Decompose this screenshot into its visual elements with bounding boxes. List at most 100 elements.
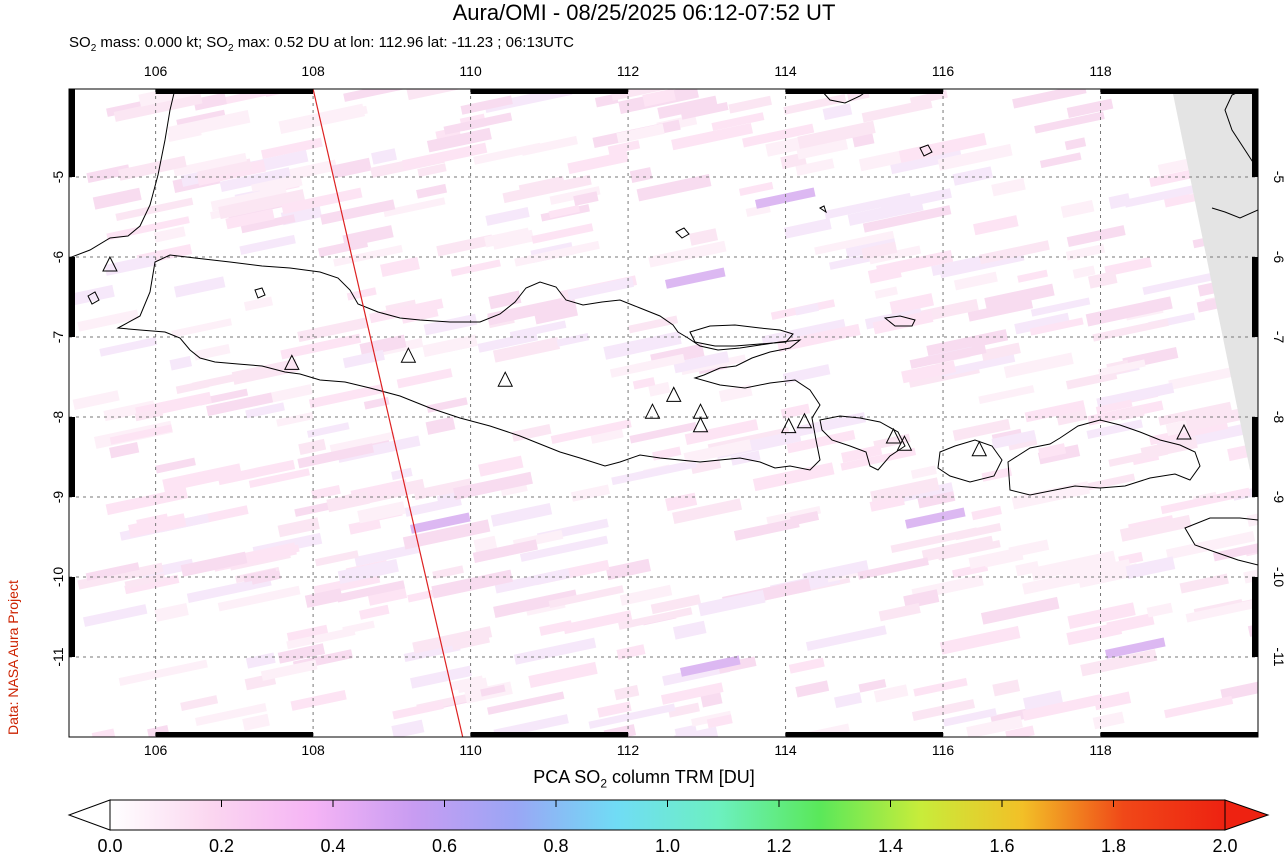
map-subtitle: SO2 mass: 0.000 kt; SO2 max: 0.52 DU at … <box>69 34 574 54</box>
so2-pixel <box>173 152 247 177</box>
so2-pixel <box>991 429 1037 449</box>
so2-pixel <box>913 677 968 697</box>
so2-pixel <box>153 226 186 243</box>
so2-pixel <box>1024 400 1086 423</box>
coast-lombok <box>937 439 1003 483</box>
so2-pixel <box>549 186 601 205</box>
frame-bar-top <box>155 89 314 94</box>
so2-pixel <box>1095 399 1133 415</box>
so2-pixel <box>1212 542 1258 562</box>
so2-pixel <box>711 112 765 131</box>
so2-pixel <box>1023 690 1063 711</box>
so2-pixel <box>636 174 712 202</box>
so2-pixel <box>879 188 952 213</box>
so2-pixel <box>1029 317 1084 336</box>
so2-pixel <box>648 240 727 268</box>
so2-pixel <box>730 450 761 466</box>
so2-pixel <box>903 589 940 609</box>
coast-masalembo <box>819 144 933 214</box>
so2-pixel <box>780 403 811 419</box>
so2-pixel <box>590 427 624 444</box>
so2-pixel <box>242 713 270 731</box>
coast-karimunjawa <box>254 287 266 299</box>
volcano-marker <box>284 354 300 370</box>
coast-flores <box>1184 517 1258 566</box>
so2-pixel <box>354 543 420 567</box>
coast-java <box>116 254 821 471</box>
so2-pixel <box>348 517 382 535</box>
so2-pixel <box>1165 531 1256 560</box>
so2-pixel <box>494 568 571 594</box>
so2-pixel <box>1011 481 1091 510</box>
so2-pixel <box>460 95 513 115</box>
so2-pixel <box>926 329 1009 358</box>
so2-pixel <box>195 703 267 726</box>
colorbar-tick-label: 0.8 <box>543 836 568 855</box>
so2-pixel <box>698 589 766 617</box>
colorbar-tick-label: 0.4 <box>320 836 345 855</box>
colorbar-ticks: 0.0 0.2 0.4 0.6 0.8 1.0 1.2 1.4 1.6 1.8 2.0 <box>97 800 1238 855</box>
coast-sumbawa <box>1007 419 1201 496</box>
so2-pixel <box>1038 443 1067 459</box>
volcano-marker <box>971 440 988 457</box>
so2-pixel <box>796 138 849 160</box>
so2-pixel <box>380 256 420 277</box>
so2-pixel <box>872 310 934 335</box>
so2-pixel <box>417 163 447 178</box>
so2-pixel <box>1256 93 1258 107</box>
so2-pixel <box>761 319 846 345</box>
so2-pixel <box>1085 296 1173 327</box>
so2-pixel <box>901 360 957 384</box>
so2-pixel <box>870 477 940 504</box>
lat-tick-label-right: -7 <box>1271 331 1287 344</box>
so2-pixel <box>337 558 399 584</box>
so2-pixel <box>416 183 448 199</box>
so2-pixel <box>1039 152 1082 169</box>
so2-pixel <box>519 535 609 562</box>
lon-tick-label-top: 106 <box>144 63 168 79</box>
so2-pixel <box>260 659 318 681</box>
so2-pixel <box>1179 573 1229 594</box>
colorbar-tick-label: 1.4 <box>878 836 903 855</box>
so2-pixel <box>363 396 390 410</box>
lon-tick-label-top: 112 <box>617 63 640 79</box>
so2-pixel <box>824 192 912 220</box>
so2-pixel <box>788 657 825 674</box>
colorbar-tick-label: 1.2 <box>766 836 791 855</box>
volcano-marker <box>1176 423 1192 440</box>
so2-pixel <box>167 110 251 140</box>
so2-pixel <box>251 175 299 193</box>
so2-pixel <box>106 216 190 241</box>
lat-tick-label-right: -8 <box>1271 411 1287 424</box>
volcano-markers <box>102 255 1192 457</box>
so2-pixel <box>280 333 362 360</box>
orbit-track-line <box>312 89 464 737</box>
so2-pixel <box>359 334 407 357</box>
so2-pixel <box>1064 137 1087 151</box>
so2-pixel <box>243 296 274 312</box>
so2-pixel <box>219 167 291 192</box>
so2-pixel <box>155 457 196 474</box>
so2-pixel <box>534 306 579 325</box>
so2-pixel <box>443 112 513 135</box>
so2-pixel <box>436 234 494 257</box>
so2-pixel <box>1160 487 1251 515</box>
so2-pixel <box>281 187 363 215</box>
so2-pixel <box>403 642 461 663</box>
so2-pixel <box>175 379 210 394</box>
so2-pixel <box>953 271 998 291</box>
so2-pixel <box>367 587 408 606</box>
so2-pixel <box>329 431 396 453</box>
colorbar-tick-label: 1.0 <box>655 836 680 855</box>
so2-pixel <box>1142 271 1219 295</box>
so2-pixel <box>607 140 641 155</box>
so2-pixel <box>478 455 524 477</box>
so2-pixel <box>425 416 456 435</box>
so2-pixel <box>752 462 835 492</box>
so2-pixel <box>290 689 347 711</box>
so2-pixel <box>488 290 522 310</box>
so2-pixel <box>616 644 646 660</box>
lon-tick-label-bottom: 110 <box>459 742 482 758</box>
so2-pixel <box>248 468 310 488</box>
so2-pixel <box>1256 221 1258 241</box>
